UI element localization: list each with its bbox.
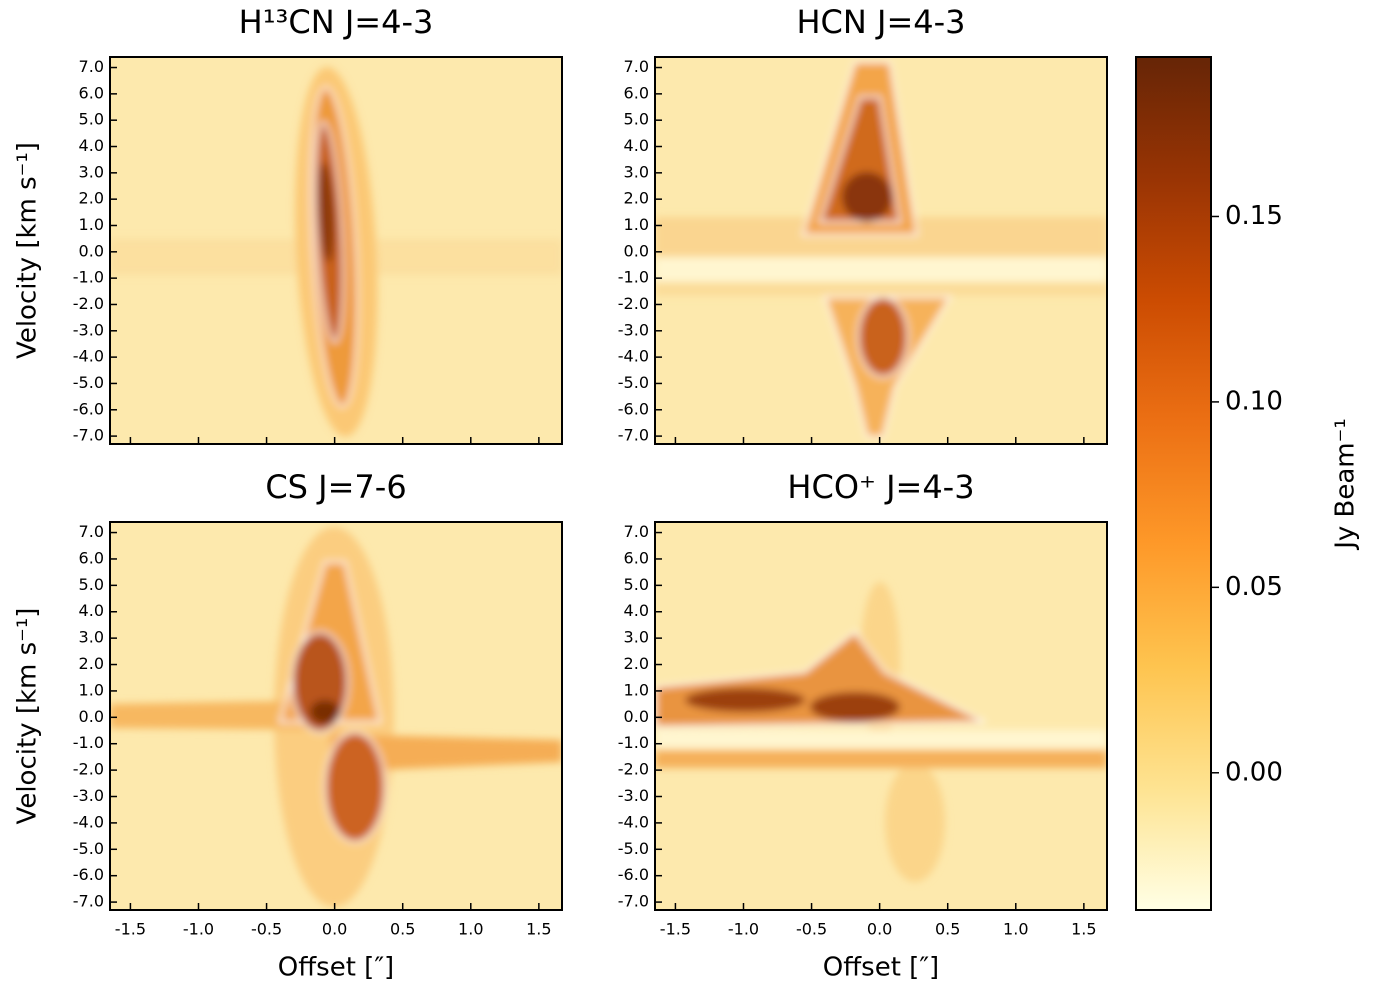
x-tick-label: 0.0 xyxy=(322,920,347,939)
colorbar-tick-label: 0.00 xyxy=(1225,757,1283,787)
panel-title: HCN J=4-3 xyxy=(796,3,965,41)
y-tick-label: 3.0 xyxy=(624,162,649,181)
y-tick-label: -3.0 xyxy=(73,320,104,339)
y-tick-label: -5.0 xyxy=(73,373,104,392)
axes-frame xyxy=(654,56,1108,445)
y-tick-label: 4.0 xyxy=(79,136,104,155)
axes-frame xyxy=(654,521,1108,911)
y-tick-label: 2.0 xyxy=(79,654,104,673)
y-tick-label: -2.0 xyxy=(618,294,649,313)
y-tick-label: 7.0 xyxy=(624,57,649,76)
y-tick-label: -5.0 xyxy=(73,839,104,858)
y-tick-label: 3.0 xyxy=(79,162,104,181)
y-tick-label: 1.0 xyxy=(79,215,104,234)
y-tick-label: -1.0 xyxy=(618,268,649,287)
x-tick-label: -1.5 xyxy=(660,920,691,939)
y-tick-label: -3.0 xyxy=(618,320,649,339)
y-tick-label: 6.0 xyxy=(79,83,104,102)
y-tick-label: -2.0 xyxy=(73,760,104,779)
y-tick-label: -1.0 xyxy=(73,268,104,287)
y-tick-label: -2.0 xyxy=(618,760,649,779)
y-tick-label: -6.0 xyxy=(73,865,104,884)
y-tick-label: -4.0 xyxy=(618,347,649,366)
y-tick-label: -5.0 xyxy=(618,373,649,392)
colorbar-tick-label: 0.15 xyxy=(1225,201,1283,231)
x-axis-label: Offset [″] xyxy=(823,953,939,983)
colorbar-tick-label: 0.05 xyxy=(1225,572,1283,602)
y-tick-label: 1.0 xyxy=(624,680,649,699)
y-tick-label: 6.0 xyxy=(79,548,104,567)
x-tick-label: 1.0 xyxy=(458,920,483,939)
y-tick-label: -4.0 xyxy=(73,347,104,366)
y-tick-label: 7.0 xyxy=(79,522,104,541)
y-tick-label: -7.0 xyxy=(618,892,649,911)
y-tick-label: 7.0 xyxy=(79,57,104,76)
x-tick-label: -0.5 xyxy=(251,920,282,939)
panel-title: H¹³CN J=4-3 xyxy=(239,3,434,41)
x-tick-label: -1.5 xyxy=(115,920,146,939)
x-tick-label: 0.5 xyxy=(390,920,415,939)
y-tick-label: 5.0 xyxy=(624,110,649,129)
y-tick-label: -7.0 xyxy=(73,892,104,911)
y-tick-label: -6.0 xyxy=(618,399,649,418)
panel-title: HCO⁺ J=4-3 xyxy=(787,468,974,506)
y-tick-label: 6.0 xyxy=(624,548,649,567)
y-tick-label: 4.0 xyxy=(624,136,649,155)
heatmap-image xyxy=(655,522,1107,910)
x-tick-label: -1.0 xyxy=(728,920,759,939)
y-tick-label: -7.0 xyxy=(73,426,104,445)
y-tick-label: -6.0 xyxy=(73,399,104,418)
y-axis-label: Velocity [km s⁻¹] xyxy=(13,142,43,359)
y-tick-label: -1.0 xyxy=(618,733,649,752)
y-tick-label: 2.0 xyxy=(624,189,649,208)
y-tick-label: -3.0 xyxy=(73,786,104,805)
y-tick-label: 2.0 xyxy=(79,189,104,208)
colorbar-label: Jy Beam⁻¹ xyxy=(1331,418,1361,551)
x-axis-label: Offset [″] xyxy=(278,953,394,983)
x-tick-label: -1.0 xyxy=(183,920,214,939)
y-tick-label: 0.0 xyxy=(624,707,649,726)
x-tick-label: 0.0 xyxy=(867,920,892,939)
y-tick-label: 0.0 xyxy=(79,241,104,260)
x-tick-label: 1.0 xyxy=(1003,920,1028,939)
y-tick-label: 4.0 xyxy=(79,601,104,620)
colorbar-tick-label: 0.10 xyxy=(1225,386,1283,416)
y-tick-label: 5.0 xyxy=(79,110,104,129)
y-tick-label: -6.0 xyxy=(618,865,649,884)
heatmap-image xyxy=(110,522,562,910)
y-tick-label: -7.0 xyxy=(618,426,649,445)
axes-frame xyxy=(109,521,563,911)
y-tick-label: 5.0 xyxy=(79,575,104,594)
y-tick-label: 0.0 xyxy=(79,707,104,726)
y-tick-label: 3.0 xyxy=(624,628,649,647)
colorbar xyxy=(1135,56,1212,911)
x-tick-label: 1.5 xyxy=(1071,920,1096,939)
y-tick-label: 7.0 xyxy=(624,522,649,541)
axes-frame xyxy=(109,56,563,445)
x-tick-label: 1.5 xyxy=(526,920,551,939)
y-tick-label: 1.0 xyxy=(79,680,104,699)
y-tick-label: 5.0 xyxy=(624,575,649,594)
heatmap-image xyxy=(655,57,1107,444)
y-tick-label: 6.0 xyxy=(624,83,649,102)
y-tick-label: -4.0 xyxy=(618,812,649,831)
y-tick-label: -5.0 xyxy=(618,839,649,858)
heatmap-image xyxy=(110,57,562,444)
x-tick-label: 0.5 xyxy=(935,920,960,939)
panel-title: CS J=7-6 xyxy=(265,468,406,506)
y-tick-label: -4.0 xyxy=(73,812,104,831)
y-tick-label: 0.0 xyxy=(624,241,649,260)
y-tick-label: -3.0 xyxy=(618,786,649,805)
y-tick-label: 1.0 xyxy=(624,215,649,234)
y-tick-label: -2.0 xyxy=(73,294,104,313)
y-tick-label: 4.0 xyxy=(624,601,649,620)
y-axis-label: Velocity [km s⁻¹] xyxy=(13,608,43,825)
y-tick-label: 2.0 xyxy=(624,654,649,673)
y-tick-label: -1.0 xyxy=(73,733,104,752)
x-tick-label: -0.5 xyxy=(796,920,827,939)
y-tick-label: 3.0 xyxy=(79,628,104,647)
